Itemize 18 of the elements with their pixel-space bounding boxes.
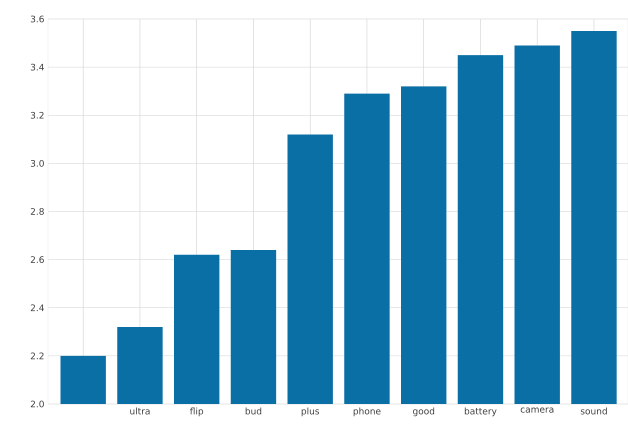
x-tick-label: sound xyxy=(580,408,607,414)
y-tick-label: 3.0 xyxy=(30,160,44,167)
x-tick-label: good xyxy=(412,408,434,416)
y-tick-label: 3.2 xyxy=(30,112,44,119)
y-tick-label: 2.6 xyxy=(30,256,44,264)
y-tick-label: 2.8 xyxy=(30,208,44,215)
x-tick-label: plus xyxy=(302,408,320,416)
y-tick-label: 3.4 xyxy=(30,64,44,71)
x-tick-label: camera xyxy=(520,408,554,413)
y-tick-label: 3.6 xyxy=(30,16,44,22)
x-tick-label: ultra xyxy=(130,408,150,414)
x-tick-label: bud xyxy=(246,408,262,414)
y-tick-label: 2.4 xyxy=(30,304,44,312)
y-tick-label: 2.2 xyxy=(30,352,44,360)
x-tick-label: flip xyxy=(190,408,204,416)
y-tick-label: 2.0 xyxy=(30,400,44,408)
x-tick-label: phone xyxy=(354,408,381,416)
x-tick-label: battery xyxy=(464,408,497,416)
